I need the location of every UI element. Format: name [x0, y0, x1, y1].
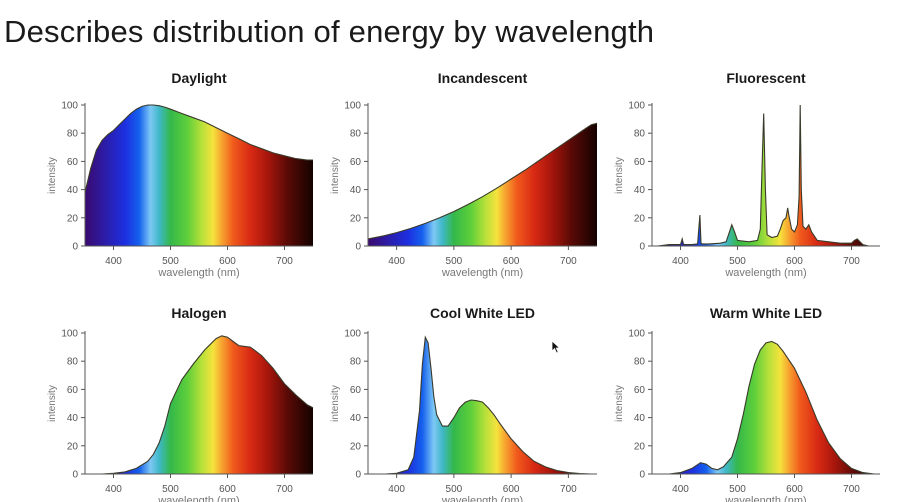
y-tick-label: 100 — [61, 329, 78, 340]
y-tick-label: 0 — [355, 470, 361, 481]
spectrum-line — [657, 104, 869, 247]
x-tick-label: 400 — [105, 484, 122, 495]
x-tick-label: 600 — [219, 256, 236, 267]
y-tick-label: 60 — [634, 157, 646, 168]
chart-title: Halogen — [171, 305, 226, 321]
x-axis-label: wavelength (nm) — [441, 267, 523, 279]
x-tick-label: 500 — [446, 256, 463, 267]
y-tick-label: 60 — [350, 385, 362, 396]
y-tick-label: 100 — [344, 101, 361, 112]
x-axis-label: wavelength (nm) — [157, 267, 239, 279]
x-tick-label: 700 — [560, 484, 577, 495]
y-tick-label: 100 — [628, 101, 645, 112]
x-tick-label: 700 — [843, 484, 860, 495]
y-tick-label: 0 — [72, 470, 78, 481]
spectrum-area — [102, 335, 313, 474]
spectrum-area — [657, 105, 869, 246]
chart-title: Incandescent — [438, 70, 528, 86]
spectrum-area — [368, 123, 597, 246]
x-axis-label: wavelength (nm) — [724, 495, 806, 502]
y-axis-label: intensity — [47, 157, 58, 194]
y-axis-label: intensity — [47, 385, 58, 422]
y-tick-label: 0 — [639, 242, 645, 253]
x-tick-label: 700 — [276, 484, 293, 495]
y-tick-label: 80 — [634, 129, 646, 140]
x-tick-label: 700 — [843, 256, 860, 267]
y-tick-label: 100 — [628, 329, 645, 340]
y-axis-label: intensity — [330, 157, 341, 194]
x-tick-label: 500 — [162, 484, 179, 495]
x-tick-label: 500 — [729, 484, 746, 495]
spectrum-line — [385, 335, 592, 475]
spectrum-chart-2: 0 20 40 60 80 100 400 500 600 700 Incandescent wave… — [330, 70, 598, 279]
y-tick-label: 80 — [67, 129, 79, 140]
x-tick-label: 600 — [786, 484, 803, 495]
y-tick-label: 100 — [61, 101, 78, 112]
spectrum-chart-5: 0 20 40 60 80 100 400 500 600 700 Cool White LED wa… — [330, 305, 597, 502]
y-tick-label: 20 — [67, 213, 79, 224]
chart-title: Fluorescent — [726, 70, 806, 86]
y-tick-label: 60 — [67, 157, 79, 168]
x-axis-label: wavelength (nm) — [157, 495, 239, 502]
spectrum-line — [367, 122, 598, 240]
spectrum-area — [669, 341, 875, 474]
x-tick-label: 700 — [560, 256, 577, 267]
spectrum-chart-1: 0 20 40 60 80 100 400 500 600 700 Daylight waveleng… — [47, 70, 313, 279]
y-tick-label: 0 — [639, 470, 645, 481]
spectrum-area — [385, 337, 592, 474]
x-tick-label: 400 — [672, 484, 689, 495]
y-tick-label: 60 — [67, 385, 79, 396]
x-axis-label: wavelength (nm) — [724, 267, 806, 279]
y-tick-label: 100 — [344, 329, 361, 340]
x-tick-label: 700 — [276, 256, 293, 267]
x-tick-label: 600 — [786, 256, 803, 267]
x-tick-label: 400 — [388, 256, 405, 267]
y-tick-label: 80 — [634, 357, 646, 368]
y-axis-label: intensity — [330, 385, 341, 422]
chart-title: Cool White LED — [430, 305, 535, 321]
spectrum-line — [84, 104, 313, 193]
spectrum-area — [85, 105, 313, 246]
y-tick-label: 20 — [634, 441, 646, 452]
x-axis-label: wavelength (nm) — [441, 495, 523, 502]
mouse-cursor-icon — [551, 340, 561, 354]
spectrum-line — [102, 335, 314, 475]
chart-title: Warm White LED — [710, 305, 822, 321]
y-tick-label: 80 — [67, 357, 79, 368]
y-tick-label: 0 — [72, 242, 78, 253]
y-tick-label: 0 — [355, 242, 361, 253]
y-tick-label: 80 — [350, 129, 362, 140]
y-axis-label: intensity — [614, 157, 625, 194]
y-axis-label: intensity — [614, 385, 625, 422]
y-tick-label: 20 — [634, 213, 646, 224]
x-tick-label: 500 — [729, 256, 746, 267]
spectrum-chart-4: 0 20 40 60 80 100 400 500 600 700 Halogen wavelengt… — [47, 305, 314, 502]
y-tick-label: 40 — [350, 413, 362, 424]
y-tick-label: 20 — [67, 441, 79, 452]
slide-title: Describes distribution of energy by wave… — [4, 14, 655, 49]
y-tick-label: 20 — [350, 441, 362, 452]
x-tick-label: 600 — [503, 484, 520, 495]
spectrum-chart-6: 0 20 40 60 80 100 400 500 600 700 Warm White LED wa… — [614, 305, 880, 502]
x-tick-label: 500 — [446, 484, 463, 495]
x-tick-label: 600 — [219, 484, 236, 495]
spectrum-chart-3: 0 20 40 60 80 100 400 500 600 700 Fluorescent wavel… — [614, 70, 880, 279]
y-tick-label: 40 — [634, 413, 646, 424]
y-tick-label: 80 — [350, 357, 362, 368]
y-tick-label: 40 — [67, 185, 79, 196]
y-tick-label: 60 — [634, 385, 646, 396]
chart-title: Daylight — [171, 70, 227, 86]
x-tick-label: 500 — [162, 256, 179, 267]
y-tick-label: 60 — [350, 157, 362, 168]
x-tick-label: 400 — [388, 484, 405, 495]
spectrum-line — [669, 340, 875, 475]
y-tick-label: 40 — [634, 185, 646, 196]
y-tick-label: 40 — [67, 413, 79, 424]
y-tick-label: 20 — [350, 213, 362, 224]
y-tick-label: 40 — [350, 185, 362, 196]
x-tick-label: 400 — [672, 256, 689, 267]
x-tick-label: 600 — [503, 256, 520, 267]
x-tick-label: 400 — [105, 256, 122, 267]
